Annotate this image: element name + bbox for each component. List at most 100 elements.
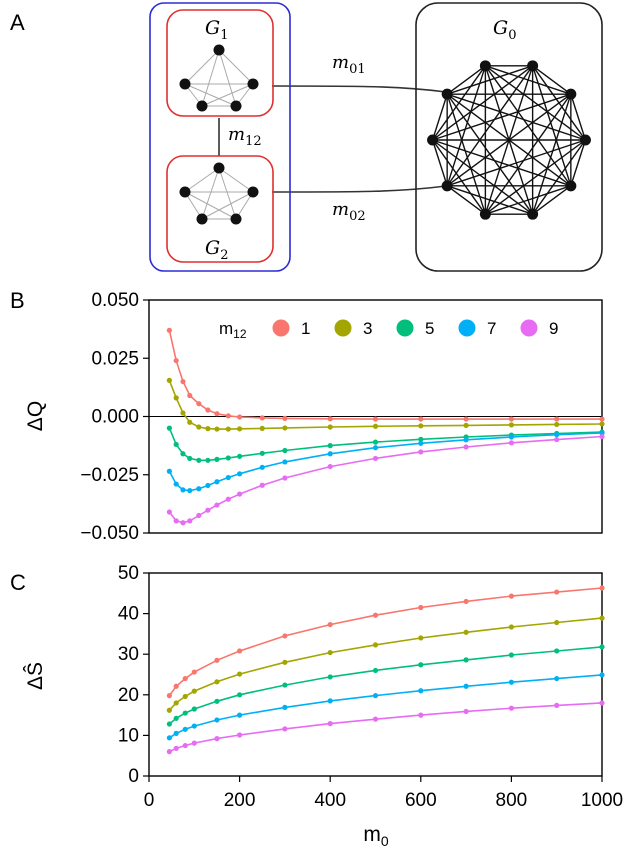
data-point bbox=[191, 740, 197, 746]
data-point bbox=[187, 487, 193, 494]
graph-node bbox=[247, 78, 259, 90]
data-point bbox=[327, 443, 333, 449]
g0-edge bbox=[484, 65, 586, 141]
y-tick-label: −0.050 bbox=[80, 523, 139, 544]
data-point bbox=[259, 425, 265, 431]
data-point bbox=[237, 712, 243, 718]
x-tick-label: 0 bbox=[144, 790, 155, 811]
data-point bbox=[166, 735, 172, 741]
data-point bbox=[259, 464, 265, 470]
series-5 bbox=[166, 425, 605, 463]
x-axis-c: 0 200 400 600 800 1000 bbox=[144, 776, 623, 811]
data-point bbox=[372, 642, 379, 648]
inner-edge bbox=[201, 83, 254, 107]
data-point bbox=[418, 662, 424, 668]
g0-edge bbox=[432, 139, 572, 187]
series-group-b bbox=[166, 327, 605, 526]
panel-label-a: A bbox=[10, 10, 25, 35]
data-point bbox=[463, 708, 469, 715]
data-point bbox=[166, 693, 172, 699]
data-point bbox=[372, 667, 379, 674]
data-point bbox=[187, 419, 193, 425]
data-point bbox=[191, 723, 197, 729]
data-point bbox=[237, 453, 243, 459]
graph-node bbox=[527, 208, 539, 220]
data-point bbox=[599, 615, 605, 621]
graph-node bbox=[179, 186, 191, 198]
data-point bbox=[554, 436, 560, 443]
y-tick-label: 0.000 bbox=[91, 407, 139, 428]
data-point bbox=[180, 520, 186, 526]
graph-node bbox=[196, 100, 208, 112]
series-line bbox=[168, 330, 602, 420]
data-point bbox=[187, 455, 193, 462]
legend-entry: 1 bbox=[301, 319, 310, 338]
data-point bbox=[554, 648, 560, 654]
series-group-c bbox=[166, 585, 605, 755]
series-9 bbox=[166, 700, 605, 755]
inner-edge bbox=[218, 167, 237, 220]
legend-entry: 3 bbox=[363, 319, 372, 338]
data-point bbox=[191, 688, 197, 694]
data-point bbox=[259, 415, 265, 421]
data-point bbox=[214, 657, 220, 663]
data-point bbox=[214, 479, 220, 485]
graph-node bbox=[441, 88, 453, 100]
data-point bbox=[180, 451, 186, 457]
data-point bbox=[463, 437, 469, 443]
data-point bbox=[418, 423, 424, 429]
data-point bbox=[205, 407, 211, 413]
data-point bbox=[180, 378, 186, 385]
data-point bbox=[282, 475, 288, 481]
data-point bbox=[282, 425, 288, 431]
data-point bbox=[182, 710, 188, 716]
y-axis-b: 0.050 0.025 0.000 −0.025 −0.050 bbox=[80, 290, 149, 544]
g0-edge bbox=[485, 65, 572, 95]
inner-edge bbox=[184, 83, 237, 107]
data-point bbox=[282, 415, 288, 421]
data-point bbox=[327, 698, 333, 704]
data-point bbox=[173, 715, 179, 721]
y-tick-label: 20 bbox=[118, 685, 139, 706]
series-line bbox=[168, 380, 603, 430]
data-point bbox=[554, 421, 560, 428]
data-point bbox=[282, 682, 288, 688]
y-tick-label: 50 bbox=[118, 563, 139, 584]
g0-edge bbox=[532, 185, 572, 215]
legend-entry: 9 bbox=[549, 319, 558, 338]
x-axis-label-c: m0 bbox=[363, 823, 389, 849]
inner-edge bbox=[184, 167, 220, 193]
data-point bbox=[166, 749, 172, 755]
legend-swatch bbox=[458, 319, 476, 337]
data-point bbox=[214, 717, 220, 723]
g0-edge bbox=[570, 93, 587, 141]
data-point bbox=[282, 659, 288, 665]
y-tick-label: 10 bbox=[118, 725, 139, 746]
g0-edge bbox=[431, 93, 448, 141]
graph-node bbox=[196, 213, 208, 225]
series-line bbox=[168, 435, 603, 524]
data-point bbox=[372, 416, 379, 422]
data-point bbox=[599, 700, 605, 706]
data-point bbox=[599, 433, 605, 440]
y-tick-label: 40 bbox=[118, 604, 139, 625]
inner-edge bbox=[218, 167, 254, 193]
data-point bbox=[173, 481, 179, 487]
graph-node bbox=[565, 180, 577, 192]
data-point bbox=[205, 482, 211, 489]
data-point bbox=[508, 434, 514, 440]
data-point bbox=[327, 621, 333, 628]
data-point bbox=[205, 457, 211, 463]
x-tick-label: 1000 bbox=[581, 790, 623, 811]
g0-edge bbox=[532, 65, 572, 95]
outer-group-box bbox=[149, 2, 291, 272]
graph-node bbox=[247, 186, 259, 198]
data-point bbox=[187, 518, 193, 524]
data-point bbox=[463, 657, 469, 663]
data-point bbox=[173, 683, 179, 689]
data-point bbox=[508, 593, 514, 599]
g0-edge bbox=[431, 139, 486, 215]
x-tick-label: 800 bbox=[496, 790, 528, 811]
g0-edge bbox=[484, 65, 534, 215]
data-point bbox=[372, 693, 379, 699]
